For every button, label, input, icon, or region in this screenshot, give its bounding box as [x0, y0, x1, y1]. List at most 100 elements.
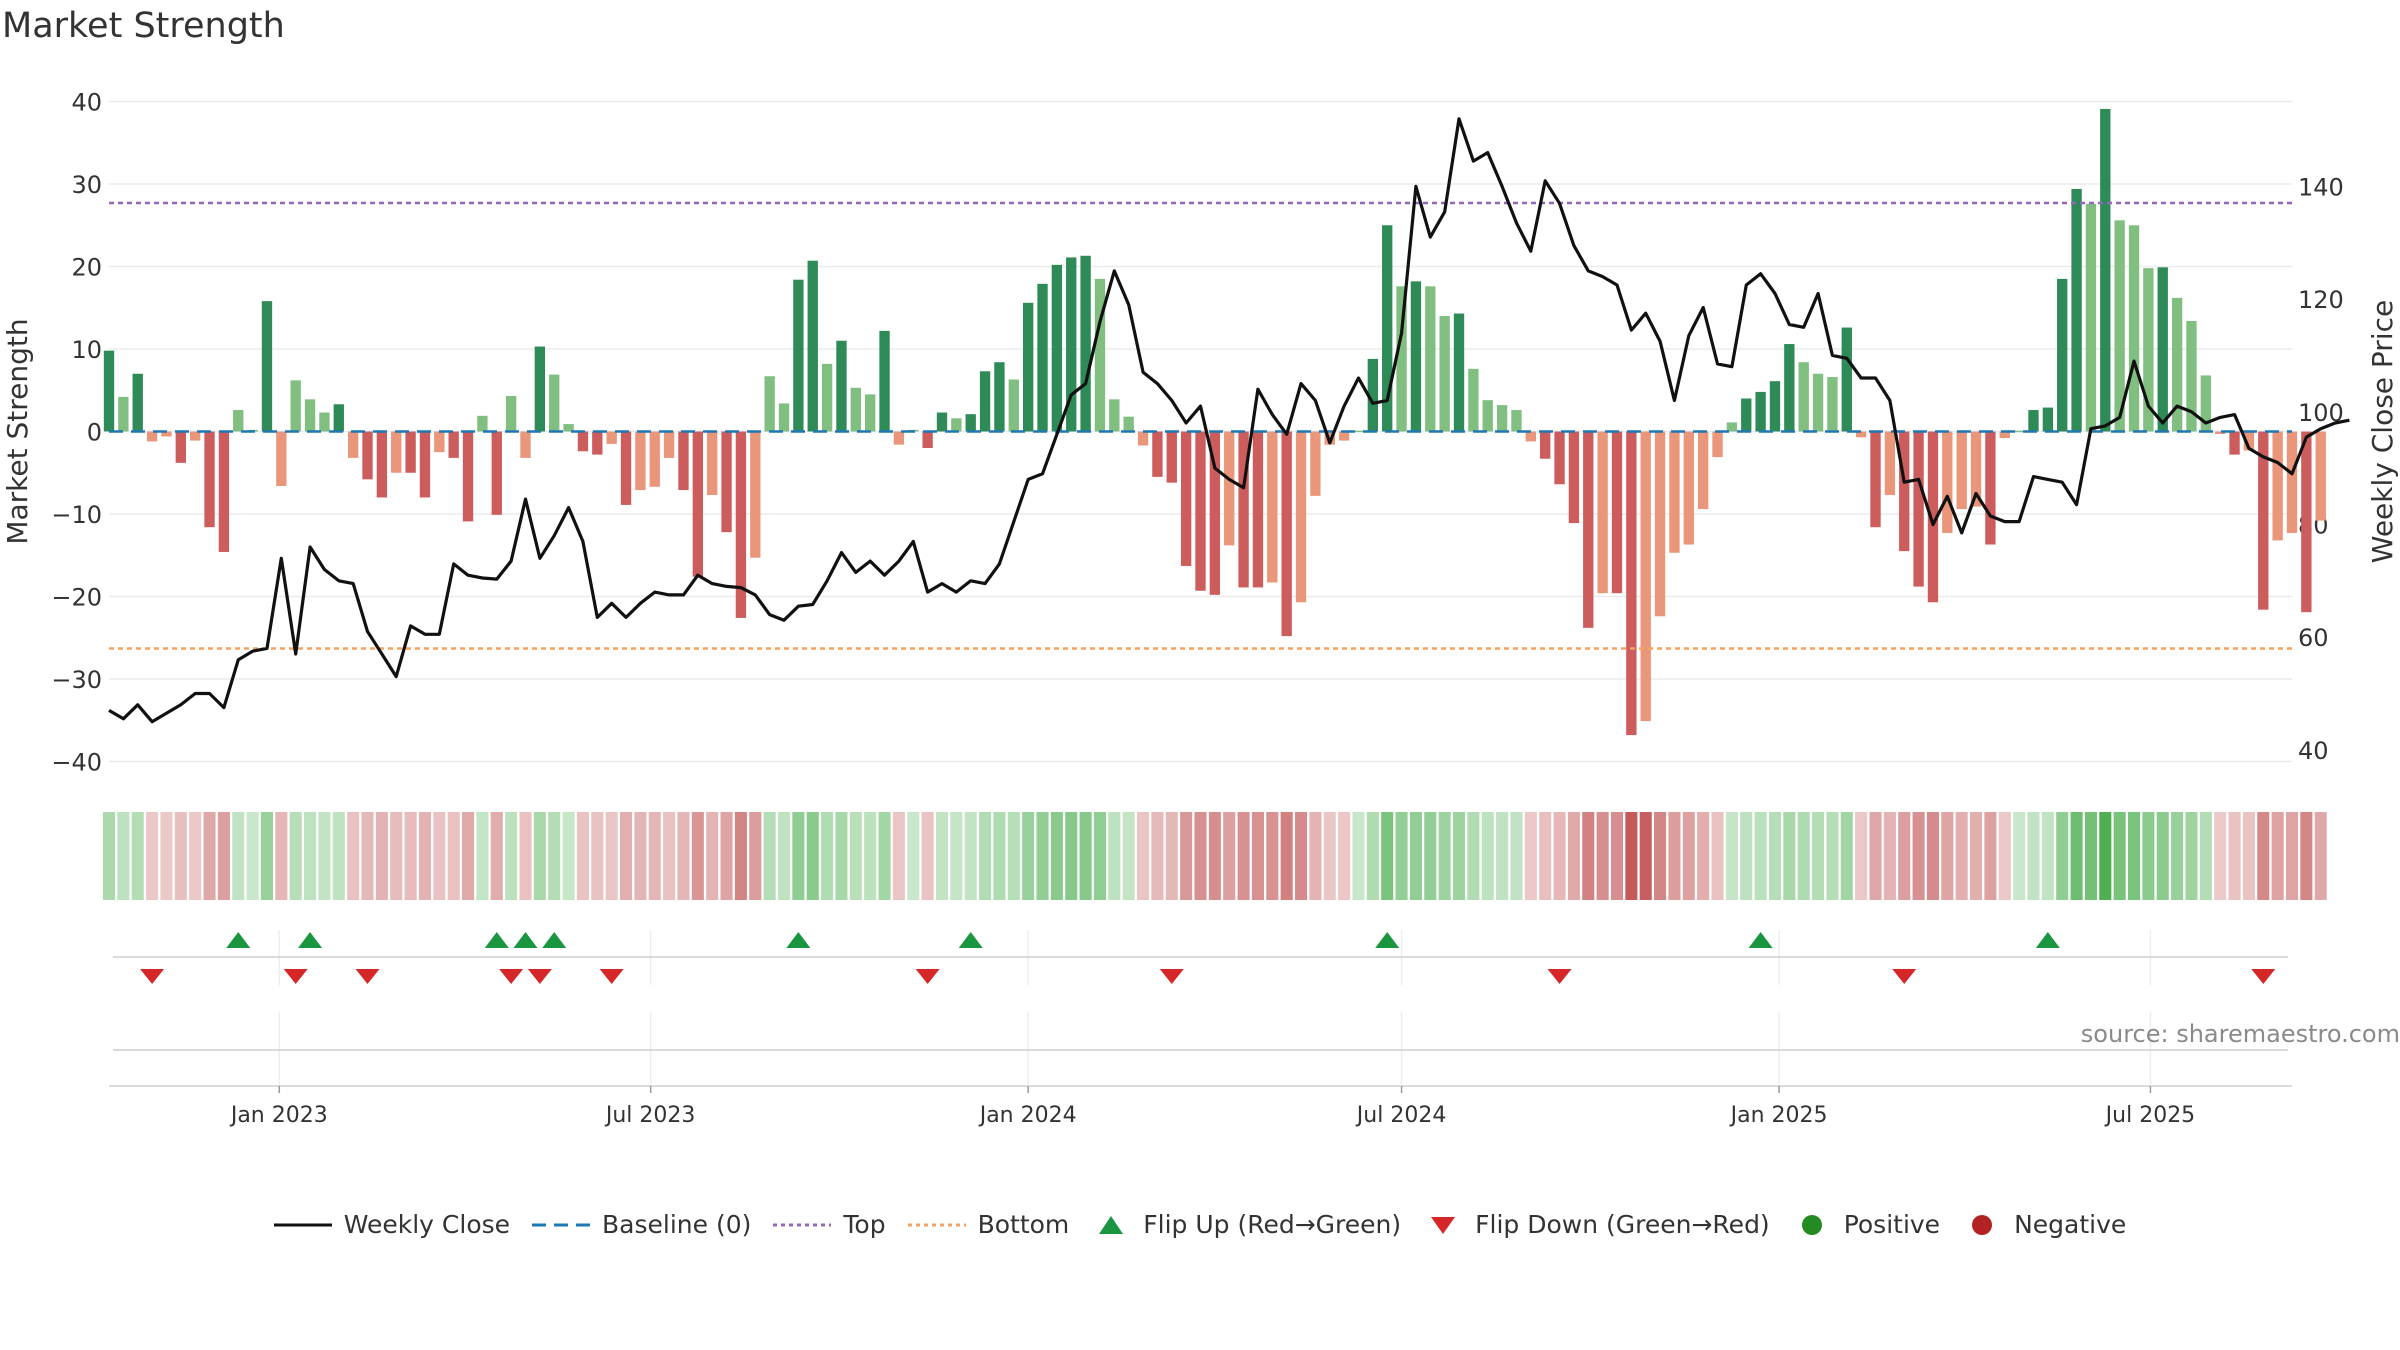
heat-cell: [821, 812, 834, 900]
strength-bar: [1094, 278, 1106, 432]
source-credit: source: sharemaestro.com: [2080, 1020, 2400, 1048]
strength-bar: [649, 431, 660, 487]
heat-cell: [1395, 812, 1408, 900]
strength-bar: [807, 260, 818, 432]
heat-cell: [476, 812, 489, 900]
heat-cell: [1567, 812, 1580, 900]
heat-cell: [576, 812, 589, 900]
strength-bar: [1252, 431, 1264, 588]
strength-bar: [750, 431, 761, 558]
strength-bar: [850, 387, 861, 432]
heat-cell: [1036, 812, 1049, 900]
strength-bar: [1482, 400, 1493, 432]
legend-negative: Negative: [1962, 1210, 2126, 1239]
heat-cell: [1424, 812, 1437, 900]
heat-cell: [1122, 812, 1135, 900]
strength-bar: [347, 431, 359, 458]
y-axis-label: Market Strength: [1, 318, 34, 544]
heat-cell: [2013, 812, 2026, 900]
flip-up-marker: [484, 932, 509, 948]
heat-cell: [777, 812, 791, 900]
strength-bar: [1626, 431, 1637, 736]
heat-cell: [763, 812, 776, 900]
flip-up-marker: [298, 932, 323, 948]
strength-bar: [419, 431, 431, 498]
heat-cell: [2099, 812, 2112, 900]
strength-bar: [893, 431, 905, 445]
x-tick-label: Jul 2023: [604, 1103, 696, 1128]
strength-bar: [979, 371, 991, 432]
strength-bar: [1310, 431, 1321, 496]
strength-bar: [405, 431, 416, 473]
strength-bar: [319, 412, 330, 432]
heat-cell: [1768, 812, 1782, 900]
strength-bar: [462, 431, 474, 522]
flip-up-marker: [1748, 932, 1773, 948]
legend-baseline: Baseline (0): [532, 1210, 751, 1239]
heat-cell: [892, 812, 905, 900]
strength-bar: [2215, 431, 2226, 434]
strength-bar: [204, 431, 215, 528]
strength-bar: [965, 414, 976, 432]
strength-bar: [865, 394, 876, 432]
strength-bar: [1855, 431, 1867, 438]
heat-cell: [1151, 812, 1164, 900]
strength-bar: [2100, 108, 2111, 432]
heat-cell: [1711, 812, 1724, 900]
strength-bar: [1683, 431, 1694, 545]
strength-bar: [103, 350, 115, 432]
x-tick-label: Jan 2025: [1729, 1103, 1828, 1128]
strength-bar: [1640, 431, 1651, 722]
heat-cell: [1596, 812, 1609, 900]
x-tick-label: Jan 2024: [978, 1103, 1077, 1128]
y-tick-label: 30: [71, 171, 102, 199]
strength-bar: [836, 340, 847, 432]
flip-up-marker: [1375, 932, 1400, 948]
heat-cell: [2156, 812, 2169, 900]
heat-cell: [1682, 812, 1695, 900]
heat-cell: [203, 812, 216, 900]
heat-cell: [1352, 812, 1365, 900]
heat-cell: [1223, 812, 1236, 900]
heat-cell: [2285, 812, 2299, 900]
strength-bar: [190, 431, 201, 441]
heat-cell: [1467, 812, 1480, 900]
circle-icon: [1801, 1214, 1822, 1235]
strength-bar: [1396, 286, 1407, 432]
heat-cell: [1740, 812, 1753, 900]
strength-bar: [2258, 431, 2269, 610]
heat-cell: [418, 812, 431, 900]
strength-bar: [1080, 255, 1091, 432]
heat-cell: [2070, 812, 2083, 900]
legend-weekly-close: Weekly Close: [273, 1210, 510, 1239]
heat-cell: [490, 812, 503, 900]
heat-cell: [404, 812, 417, 900]
heat-cell: [835, 812, 848, 900]
strength-bar: [1468, 368, 1479, 432]
heat-cell: [2084, 812, 2097, 900]
heat-cell: [189, 812, 202, 900]
heat-cell: [217, 812, 230, 900]
strength-bar: [1037, 283, 1048, 432]
heat-cell: [1582, 812, 1595, 900]
flip-up-marker: [786, 932, 811, 948]
legend-top: Top: [773, 1210, 886, 1239]
heat-cell: [2056, 812, 2069, 900]
heat-cell: [1869, 812, 1882, 900]
strength-bar: [175, 431, 186, 463]
flip-up-marker: [226, 932, 251, 948]
strength-bar: [620, 431, 632, 505]
strength-bar: [1066, 257, 1077, 432]
heat-cell: [1639, 812, 1652, 900]
heat-cell: [1065, 812, 1078, 900]
heat-cell: [260, 812, 274, 900]
strength-bar: [1511, 410, 1522, 432]
strength-bar: [936, 412, 948, 432]
heat-cell: [2041, 812, 2054, 900]
y2-tick-label: 140: [2298, 173, 2344, 201]
legend-label: Negative: [2014, 1210, 2127, 1239]
heat-cell: [174, 812, 187, 900]
legend-flip-down: Flip Down (Green→Red): [1423, 1210, 1770, 1239]
strength-bar: [290, 380, 301, 432]
strength-bar: [1611, 431, 1623, 594]
